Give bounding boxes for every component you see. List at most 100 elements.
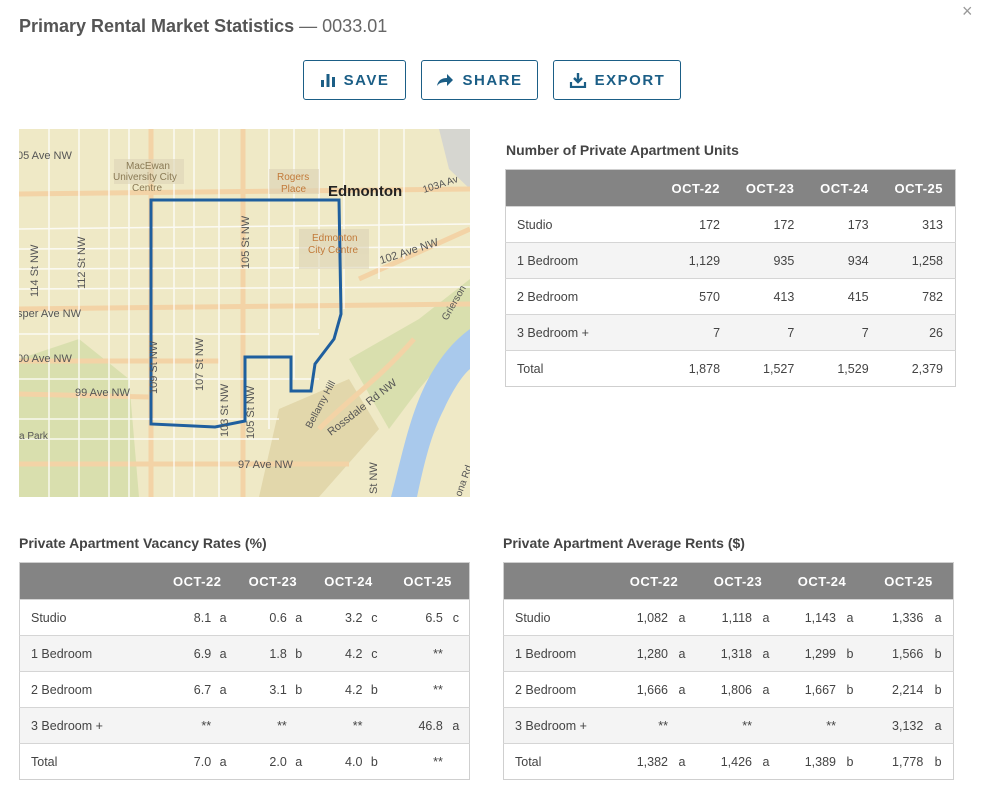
map-label: MacEwan xyxy=(126,161,170,172)
map-label: 107 St NW xyxy=(194,337,206,391)
value-cell: 4.0 xyxy=(310,743,363,780)
column-header xyxy=(505,169,649,207)
value-cell: 0.6 xyxy=(235,599,287,636)
value-cell: 1,299 xyxy=(780,635,836,672)
row-label: 1 Bedroom xyxy=(505,242,649,279)
value-cell: 413 xyxy=(720,278,795,315)
column-header: OCT-24 xyxy=(780,562,864,600)
map-label: 97 Ave NW xyxy=(238,459,293,471)
value-cell: 3.2 xyxy=(310,599,363,636)
map-label: 105 St NW xyxy=(240,215,252,269)
value-cell: 1,666 xyxy=(612,671,668,708)
census-tract-map[interactable]: 05 Ave NW MacEwan University City Centre… xyxy=(19,129,470,497)
close-icon[interactable]: × xyxy=(962,1,973,21)
row-label: 3 Bedroom + xyxy=(19,707,160,744)
quality-indicator: a xyxy=(668,671,696,708)
value-cell: 1,566 xyxy=(864,635,924,672)
map-label: 109 St NW xyxy=(148,340,160,394)
quality-indicator: a xyxy=(668,599,696,636)
table-row: 2 Bedroom 570 413 415 782 xyxy=(505,278,956,315)
value-cell: 1,336 xyxy=(864,599,924,636)
table-row: 2 Bedroom 6.7 a 3.1 b 4.2 b ** xyxy=(19,671,470,708)
value-cell: 1,529 xyxy=(794,350,869,387)
value-cell: 46.8 xyxy=(386,707,443,744)
value-cell: 2.0 xyxy=(235,743,287,780)
row-label: 2 Bedroom xyxy=(503,671,612,708)
quality-indicator xyxy=(286,707,311,744)
column-header xyxy=(503,562,612,600)
quality-indicator: b xyxy=(923,743,954,780)
value-cell: ** xyxy=(612,707,668,744)
value-cell: 6.7 xyxy=(159,671,212,708)
column-header xyxy=(19,562,160,600)
column-header: OCT-22 xyxy=(648,169,721,207)
export-button[interactable]: EXPORT xyxy=(553,60,681,100)
value-cell: 7.0 xyxy=(159,743,212,780)
export-label: EXPORT xyxy=(594,71,666,89)
tract-boundary xyxy=(149,198,343,429)
quality-indicator: b xyxy=(836,635,864,672)
column-header: OCT-23 xyxy=(720,169,795,207)
value-cell: 1,318 xyxy=(696,635,752,672)
value-cell: 415 xyxy=(794,278,869,315)
table-row: Total 7.0 a 2.0 a 4.0 b ** xyxy=(19,743,470,780)
value-cell: 1,389 xyxy=(780,743,836,780)
row-label: 1 Bedroom xyxy=(19,635,160,672)
share-button[interactable]: SHARE xyxy=(421,60,538,100)
column-header: OCT-22 xyxy=(159,562,236,600)
table-row: Total 1,382 a 1,426 a 1,389 b 1,778 b xyxy=(503,743,954,780)
table-row: Studio 1,082 a 1,118 a 1,143 a 1,336 a xyxy=(503,599,954,636)
table-row: 3 Bedroom + ** ** ** 46.8 a xyxy=(19,707,470,744)
value-cell: ** xyxy=(696,707,752,744)
download-icon xyxy=(569,72,587,88)
value-cell: 4.2 xyxy=(310,671,363,708)
map-label: Centre xyxy=(132,183,162,194)
vacancy-table-title: Private Apartment Vacancy Rates (%) xyxy=(19,535,267,551)
quality-indicator xyxy=(362,707,387,744)
table-row: Studio 8.1 a 0.6 a 3.2 c 6.5 c xyxy=(19,599,470,636)
vacancy-table: OCT-22 OCT-23 OCT-24 OCT-25 Studio 8.1 a 0.… xyxy=(19,562,470,780)
value-cell: 4.2 xyxy=(310,635,363,672)
quality-indicator: a xyxy=(752,635,780,672)
value-cell: ** xyxy=(159,707,212,744)
quality-indicator: a xyxy=(211,635,236,672)
quality-indicator: a xyxy=(836,599,864,636)
value-cell: 26 xyxy=(868,314,956,351)
table-row: 1 Bedroom 1,280 a 1,318 a 1,299 b 1,566 b xyxy=(503,635,954,672)
map-label: 114 St NW xyxy=(29,244,41,297)
column-header: OCT-23 xyxy=(235,562,311,600)
value-cell: 7 xyxy=(720,314,795,351)
value-cell: 7 xyxy=(794,314,869,351)
value-cell: ** xyxy=(310,707,363,744)
value-cell: 1,258 xyxy=(868,242,956,279)
value-cell: 172 xyxy=(720,206,795,243)
quality-indicator: c xyxy=(362,599,387,636)
map-label: 05 Ave NW xyxy=(19,150,72,162)
map-label: City Centre xyxy=(308,245,358,256)
quality-indicator: b xyxy=(923,671,954,708)
map-label: 99 Ave NW xyxy=(75,387,130,399)
value-cell: 313 xyxy=(868,206,956,243)
share-label: SHARE xyxy=(462,71,523,89)
value-cell: 6.5 xyxy=(386,599,443,636)
quality-indicator: b xyxy=(286,671,311,708)
row-label: 2 Bedroom xyxy=(19,671,160,708)
quality-indicator: a xyxy=(442,707,470,744)
row-label: Total xyxy=(19,743,160,780)
row-label: 3 Bedroom + xyxy=(505,314,649,351)
units-table: OCT-22 OCT-23 OCT-24 OCT-25 Studio 172 172… xyxy=(505,169,956,387)
value-cell: 1,778 xyxy=(864,743,924,780)
units-table-title: Number of Private Apartment Units xyxy=(506,142,739,158)
save-button[interactable]: SAVE xyxy=(303,60,406,100)
title-separator: — xyxy=(299,16,318,36)
row-label: Total xyxy=(503,743,612,780)
value-cell: 782 xyxy=(868,278,956,315)
column-header: OCT-25 xyxy=(864,562,954,600)
map-label: 00 Ave NW xyxy=(19,353,72,365)
quality-indicator: a xyxy=(211,599,236,636)
quality-indicator: a xyxy=(286,599,311,636)
map-label: a Park xyxy=(19,431,49,442)
value-cell: 1,143 xyxy=(780,599,836,636)
table-row: OCT-22 OCT-23 OCT-24 OCT-25 xyxy=(505,169,956,207)
row-label: 2 Bedroom xyxy=(505,278,649,315)
